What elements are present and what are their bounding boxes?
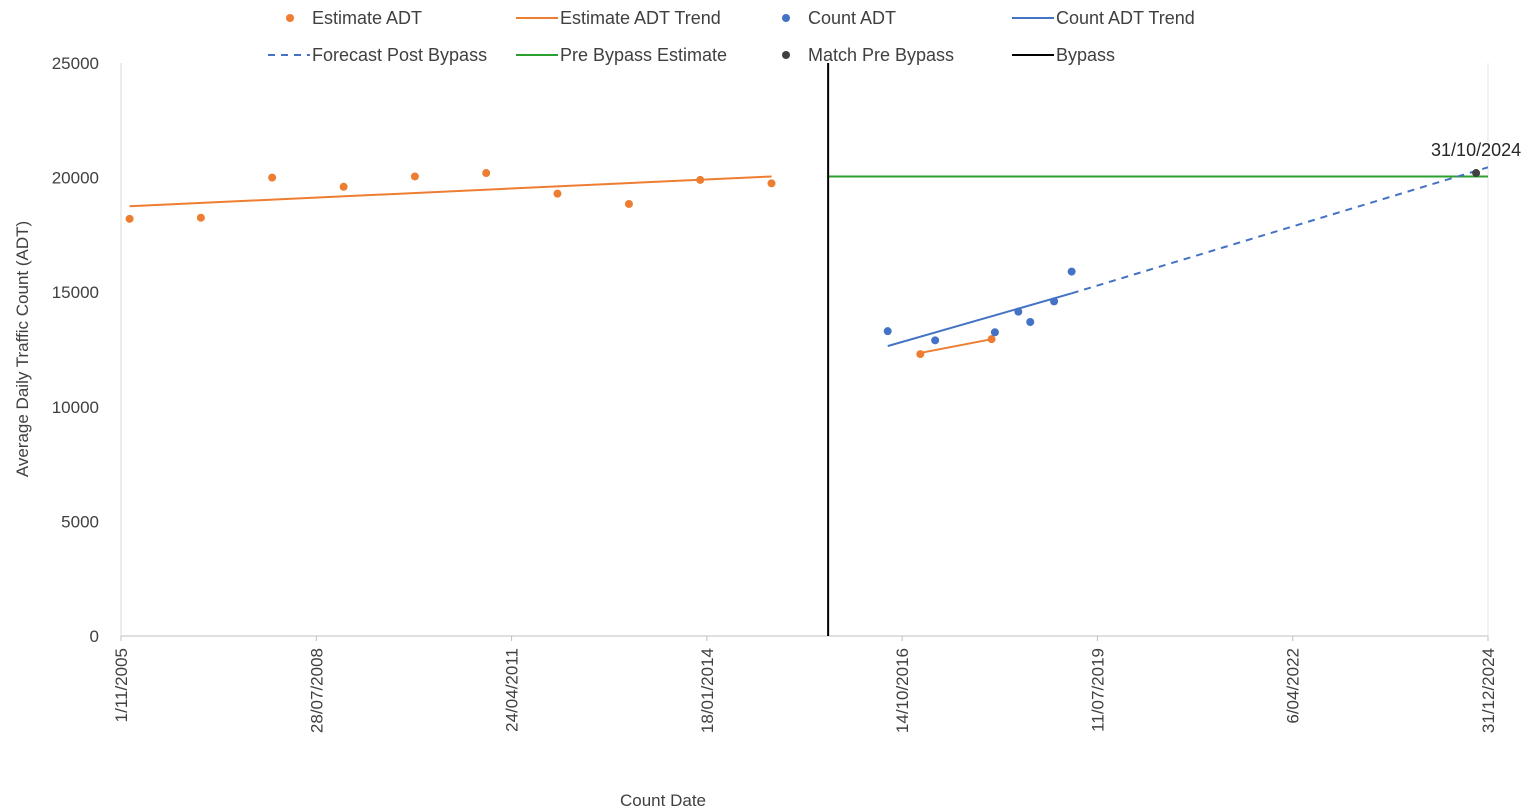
- y-tick-label: 20000: [52, 169, 99, 188]
- y-axis-ticks: 0 5000 10000 15000 20000 25000: [52, 54, 99, 646]
- legend-item-count-adt-trend: Count ADT Trend: [1012, 8, 1195, 28]
- y-tick-label: 25000: [52, 54, 99, 73]
- x-tick-label: 6/04/2022: [1284, 648, 1303, 724]
- y-axis-label: Average Daily Traffic Count (ADT): [13, 221, 32, 477]
- y-tick-label: 0: [90, 627, 99, 646]
- legend-marker-count-adt: [782, 14, 790, 22]
- match-pre-bypass-point: [1472, 169, 1481, 178]
- x-axis-label: Count Date: [620, 791, 706, 810]
- legend-label: Estimate ADT Trend: [560, 8, 721, 28]
- x-tick-label: 24/04/2011: [503, 648, 522, 732]
- legend-label: Bypass: [1056, 45, 1115, 65]
- estimate-adt-point: [767, 179, 776, 188]
- count-adt-point: [883, 327, 892, 336]
- forecast-post-bypass-segment: [1071, 166, 1489, 295]
- legend-label: Pre Bypass Estimate: [560, 45, 727, 65]
- legend-label: Count ADT: [808, 8, 896, 28]
- count-adt-series: [883, 267, 1076, 345]
- estimate-adt-point: [482, 169, 491, 178]
- legend-label: Count ADT Trend: [1056, 8, 1195, 28]
- chart-axes: [120, 63, 1489, 637]
- legend-item-estimate-adt-trend: Estimate ADT Trend: [516, 8, 721, 28]
- legend-marker-match-pre-bypass: [782, 51, 790, 59]
- y-tick-label: 10000: [52, 398, 99, 417]
- match-pre-bypass-data-label: 31/10/2024: [1431, 140, 1521, 160]
- legend-label: Forecast Post Bypass: [312, 45, 487, 65]
- match-pre-bypass-series: 31/10/2024: [1431, 140, 1521, 178]
- legend-item-match-pre-bypass: Match Pre Bypass: [782, 45, 954, 65]
- estimate-adt-point: [987, 335, 996, 344]
- x-tick-label: 18/01/2014: [698, 648, 717, 733]
- y-tick-label: 15000: [52, 283, 99, 302]
- x-axis-ticks: 1/11/2005 28/07/2008 24/04/2011 18/01/2014 1…: [112, 636, 1498, 733]
- legend-item-bypass: Bypass: [1012, 45, 1115, 65]
- estimate-adt-point: [196, 213, 205, 222]
- estimate-adt-point: [553, 189, 562, 198]
- estimate-adt-trend-segment: [129, 175, 772, 208]
- count-adt-point: [1014, 307, 1023, 316]
- legend-item-count-adt: Count ADT: [782, 8, 896, 28]
- y-tick-label: 5000: [61, 512, 99, 531]
- count-adt-trend-segment: [887, 292, 1072, 348]
- x-tick-label: 1/11/2005: [112, 648, 131, 722]
- estimate-adt-point: [339, 182, 348, 191]
- estimate-adt-point: [916, 350, 925, 359]
- legend-label: Estimate ADT: [312, 8, 422, 28]
- x-tick-label: 11/07/2019: [1088, 648, 1107, 732]
- legend-item-pre-bypass-estimate: Pre Bypass Estimate: [516, 45, 727, 65]
- x-tick-label: 31/12/2024: [1479, 648, 1498, 733]
- estimate-adt-point: [268, 173, 277, 182]
- forecast-post-bypass-series: [1071, 166, 1489, 295]
- count-adt-point: [931, 336, 940, 345]
- estimate-adt-trend-series: [129, 175, 992, 354]
- count-adt-trend-series: [887, 292, 1072, 348]
- legend-label: Match Pre Bypass: [808, 45, 954, 65]
- legend-marker-estimate-adt: [286, 14, 294, 22]
- legend-item-estimate-adt: Estimate ADT: [286, 8, 422, 28]
- count-adt-point: [1026, 317, 1035, 326]
- estimate-adt-series: [125, 169, 996, 359]
- count-adt-point: [1067, 267, 1076, 276]
- estimate-adt-trend-segment: [920, 338, 992, 354]
- count-adt-point: [990, 328, 999, 337]
- x-tick-label: 14/10/2016: [893, 648, 912, 733]
- chart-legend: Estimate ADT Estimate ADT Trend Count ADT C…: [268, 8, 1195, 65]
- count-adt-point: [1050, 297, 1059, 306]
- chart-series: 31/10/2024: [125, 63, 1521, 636]
- estimate-adt-point: [696, 175, 705, 184]
- legend-item-forecast-post-bypass: Forecast Post Bypass: [268, 45, 487, 65]
- estimate-adt-point: [410, 172, 419, 181]
- x-tick-label: 28/07/2008: [307, 648, 326, 733]
- estimate-adt-point: [624, 199, 633, 208]
- estimate-adt-point: [125, 214, 134, 223]
